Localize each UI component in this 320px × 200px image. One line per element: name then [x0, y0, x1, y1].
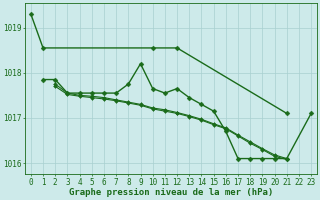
- X-axis label: Graphe pression niveau de la mer (hPa): Graphe pression niveau de la mer (hPa): [69, 188, 273, 197]
